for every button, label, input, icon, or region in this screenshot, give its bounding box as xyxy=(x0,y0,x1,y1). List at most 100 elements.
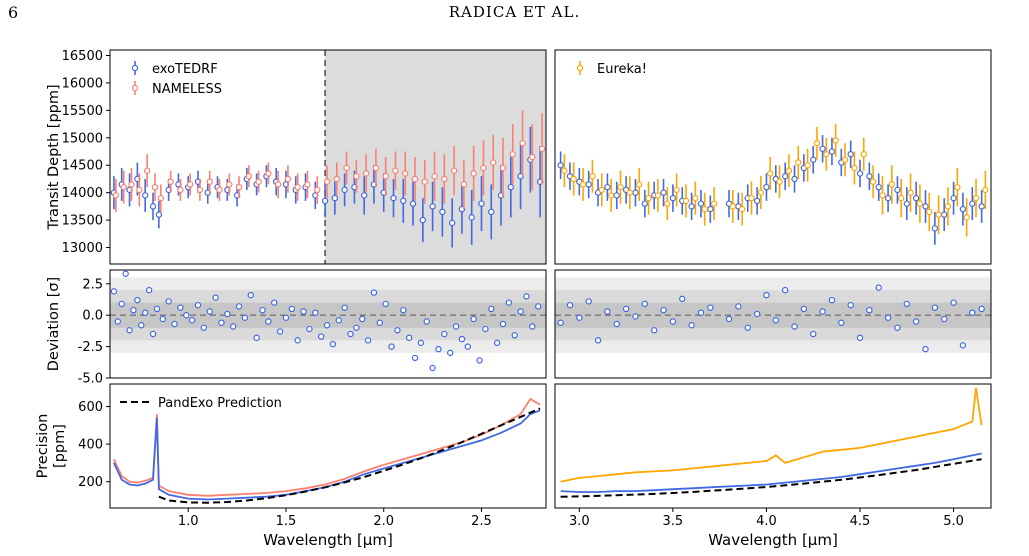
data-point xyxy=(419,216,427,224)
data-point xyxy=(589,173,596,180)
data-point xyxy=(488,208,495,216)
panel-deviation-left: -5.0 -2.5 0.0 2.5 Deviation [σ] xyxy=(46,269,547,387)
data-point xyxy=(493,339,501,347)
data-point xyxy=(912,194,920,202)
data-point xyxy=(969,309,976,316)
series-nameless xyxy=(113,397,541,497)
data-point xyxy=(360,192,368,199)
data-point xyxy=(265,318,272,325)
data-point xyxy=(359,315,366,323)
data-point xyxy=(229,323,237,330)
data-point xyxy=(884,314,892,321)
data-point xyxy=(763,291,770,299)
data-point xyxy=(183,312,190,319)
data-point xyxy=(439,208,446,216)
data-point xyxy=(884,194,892,202)
data-point xyxy=(448,219,456,227)
data-point xyxy=(963,214,970,221)
data-point xyxy=(271,299,278,306)
series-pandexo-prediction xyxy=(560,458,982,498)
y-tick-label: -2.5 xyxy=(78,340,103,355)
data-point xyxy=(464,343,471,350)
data-point xyxy=(206,308,213,315)
data-point xyxy=(402,170,409,177)
x-tick-label: 2.0 xyxy=(373,514,394,529)
panel-precision-left: 200 400 600 1.0 1.5 2.0 2.5 Precision [ppm] Wavel… xyxy=(35,383,547,549)
data-point xyxy=(499,320,507,328)
data-point xyxy=(654,192,662,199)
data-point xyxy=(323,178,331,185)
data-point xyxy=(159,315,166,323)
data-point xyxy=(235,303,243,310)
y-tick-label: 400 xyxy=(78,438,103,453)
data-point xyxy=(341,186,348,194)
data-point xyxy=(282,314,290,321)
data-point xyxy=(604,183,611,191)
data-point xyxy=(579,181,587,188)
series-exotedrf xyxy=(110,270,542,372)
data-point xyxy=(772,317,780,324)
data-point xyxy=(128,181,135,188)
legend-item: Eureka! xyxy=(576,61,647,77)
data-point xyxy=(458,335,466,343)
data-point xyxy=(810,330,817,338)
data-point xyxy=(738,205,746,213)
data-point xyxy=(171,320,178,328)
axes-frame xyxy=(109,49,547,265)
data-point xyxy=(196,186,204,194)
panel-depth-left: 13000 13500 14000 14500 15000 15500 16000 16500… xyxy=(46,49,547,265)
data-point xyxy=(978,305,985,313)
y-axis-label: [ppm] xyxy=(52,424,68,468)
data-point xyxy=(400,306,407,314)
data-point xyxy=(791,175,798,183)
series-line xyxy=(560,387,983,483)
data-point xyxy=(664,200,671,207)
data-point xyxy=(394,327,401,334)
data-point xyxy=(753,197,761,205)
data-point xyxy=(523,293,530,300)
panel-depth-right: Eureka! xyxy=(554,49,992,265)
y-axis-label: Deviation [σ] xyxy=(46,277,62,371)
plot-area xyxy=(110,270,546,372)
data-point xyxy=(941,211,948,218)
data-point xyxy=(241,314,249,321)
data-point xyxy=(897,194,905,202)
data-point xyxy=(400,197,407,205)
data-point xyxy=(538,145,546,152)
y-tick-label: 600 xyxy=(78,400,103,415)
data-point xyxy=(697,309,705,316)
data-point xyxy=(235,183,243,191)
series-exotedrf xyxy=(560,452,982,493)
data-point xyxy=(669,194,677,202)
data-point xyxy=(143,167,151,174)
y-tick-label: 14500 xyxy=(62,159,103,174)
legend-label: NAMELESS xyxy=(152,82,222,97)
data-point xyxy=(776,178,783,185)
x-tick-label: 4.0 xyxy=(756,514,777,529)
series-eureka- xyxy=(561,124,989,237)
data-point xyxy=(218,319,225,326)
running-head: RADICA ET AL. xyxy=(448,3,581,21)
data-point xyxy=(255,178,262,185)
data-point xyxy=(682,197,690,205)
data-point xyxy=(707,205,714,213)
data-point xyxy=(692,194,699,202)
data-point xyxy=(517,308,524,315)
data-point xyxy=(632,189,639,196)
x-tick-label: 1.0 xyxy=(178,514,199,529)
data-point xyxy=(697,200,705,207)
data-point xyxy=(294,337,301,344)
data-point xyxy=(617,183,624,191)
data-point xyxy=(130,306,137,314)
data-point xyxy=(405,334,413,342)
data-point xyxy=(188,317,196,324)
data-point xyxy=(819,308,826,315)
data-point xyxy=(390,194,397,202)
data-point xyxy=(813,140,821,147)
data-point xyxy=(622,305,630,313)
data-point xyxy=(570,175,577,183)
y-tick-label: 13000 xyxy=(62,241,103,256)
data-point xyxy=(810,156,817,163)
data-point xyxy=(112,192,120,199)
data-point xyxy=(534,303,542,310)
